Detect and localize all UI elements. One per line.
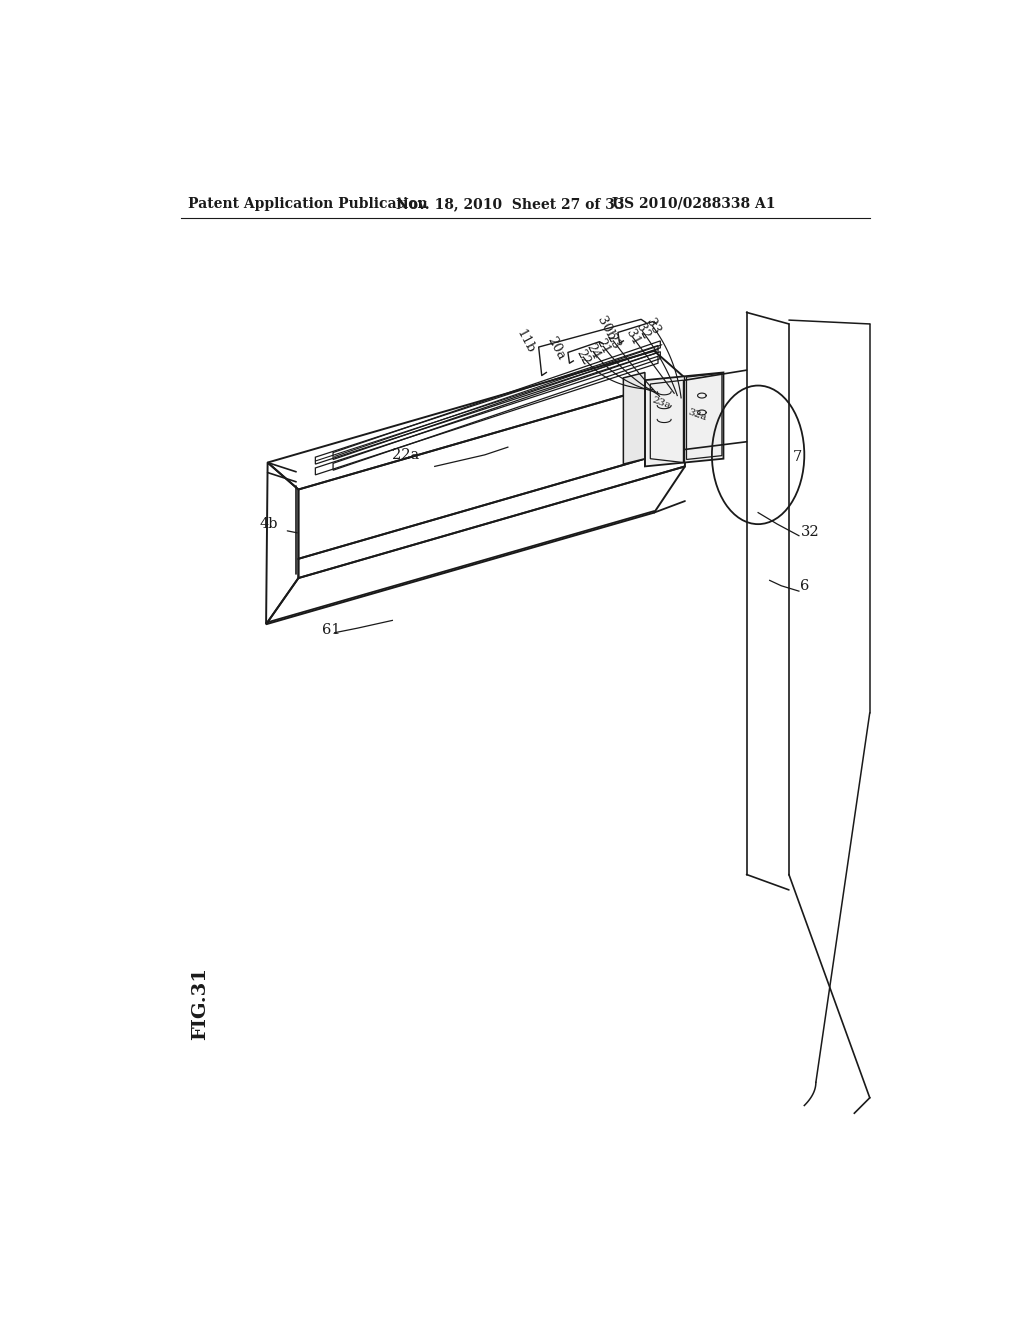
Text: 33: 33 [643, 317, 663, 337]
Text: 23: 23 [604, 331, 623, 351]
Text: 7: 7 [793, 450, 802, 465]
Text: Nov. 18, 2010  Sheet 27 of 33: Nov. 18, 2010 Sheet 27 of 33 [396, 197, 625, 211]
Text: 20a: 20a [545, 334, 568, 363]
Polygon shape [645, 372, 724, 466]
Text: 22: 22 [573, 347, 593, 367]
Text: 24: 24 [584, 342, 603, 362]
Text: 32: 32 [801, 525, 819, 539]
Text: 6: 6 [801, 578, 810, 593]
Text: 21: 21 [594, 337, 612, 356]
Text: 32a: 32a [686, 407, 708, 422]
Text: 11b: 11b [514, 327, 538, 356]
Text: FIG.31: FIG.31 [190, 968, 209, 1040]
Text: US 2010/0288338 A1: US 2010/0288338 A1 [611, 197, 775, 211]
Text: 30b: 30b [594, 314, 617, 343]
Text: 61: 61 [322, 623, 340, 638]
Text: 32: 32 [633, 322, 652, 342]
Text: 31: 31 [624, 327, 642, 347]
Text: 4b: 4b [260, 517, 279, 531]
Text: 22a: 22a [392, 447, 420, 462]
Text: 23a: 23a [650, 396, 672, 411]
Text: Patent Application Publication: Patent Application Publication [188, 197, 428, 211]
Polygon shape [624, 372, 645, 465]
